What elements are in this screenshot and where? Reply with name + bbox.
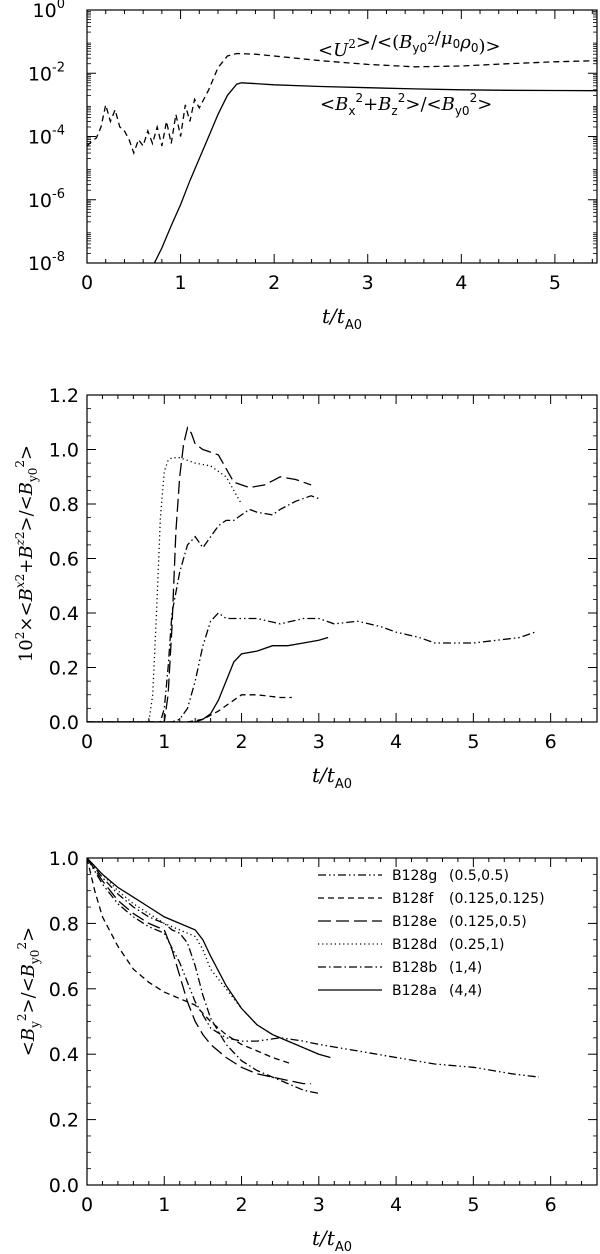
x-tick-label: 4 bbox=[390, 731, 402, 753]
series-line-b128f bbox=[87, 694, 292, 722]
series-line-b128e bbox=[87, 426, 312, 722]
series-line-b128e bbox=[87, 858, 312, 1085]
x-tick-label: 5 bbox=[549, 272, 561, 294]
series-line-b128b bbox=[87, 495, 320, 722]
legend-label-b128g: B128g bbox=[392, 868, 437, 884]
y-tick-label: 0.4 bbox=[49, 1044, 79, 1066]
x-tick-label: 4 bbox=[455, 272, 467, 294]
legend-label-b128a: B128a bbox=[392, 983, 437, 999]
series-line-velocity bbox=[87, 52, 597, 155]
x-axis-label: t/tA0 bbox=[322, 304, 362, 333]
y-tick-label: 100 bbox=[33, 0, 65, 22]
y-tick-label: 0.6 bbox=[49, 979, 79, 1001]
series-line-field bbox=[153, 82, 597, 263]
legend-params-b128f: (0.125,0.125) bbox=[449, 891, 545, 907]
chart-2: 0 1 2 3 4 5 6 0.0 0.2 0.4 0.6 0.8 1.0 1.2 t/tA0 102×<Bx… bbox=[13, 385, 598, 792]
x-tick-label: 6 bbox=[545, 731, 557, 753]
x-tick-label: 1 bbox=[175, 272, 187, 294]
legend-label-b128d: B128d bbox=[392, 937, 437, 953]
y-axis-label: <By2>/<By02> bbox=[15, 927, 42, 1056]
chart-1: 0 1 2 3 4 5 100 10-2 10-4 10-6 10-8 <U2>/<(By02/μ0ρ… bbox=[28, 0, 598, 333]
series-line-b128f bbox=[87, 858, 293, 1065]
chart-3: 0 1 2 3 4 5 6 0.0 0.2 0.4 0.6 0.8 1.0 t/tA0 <By2>/<By0… bbox=[15, 848, 598, 1254]
y-tick-label: 0.0 bbox=[49, 1175, 79, 1197]
x-tick-label: 5 bbox=[467, 1194, 479, 1216]
x-tick-label: 0 bbox=[81, 1194, 93, 1216]
y-tick-label: 10-8 bbox=[28, 250, 65, 275]
legend-label-b128f: B128f bbox=[392, 891, 434, 907]
series-line-b128g bbox=[87, 858, 540, 1078]
series-line-b128a bbox=[87, 636, 329, 722]
x-axis-label: t/tA0 bbox=[312, 1226, 352, 1254]
x-tick-label: 0 bbox=[81, 731, 93, 753]
x-tick-label: 2 bbox=[235, 731, 247, 753]
y-tick-label: 0.4 bbox=[49, 603, 79, 625]
x-tick-label: 5 bbox=[467, 731, 479, 753]
legend-params-b128a: (4,4) bbox=[449, 983, 482, 999]
series-line-b128a bbox=[87, 858, 331, 1059]
y-tick-label: 0.0 bbox=[49, 712, 79, 734]
annotation-field: <Bx2+Bz2>/<By02> bbox=[320, 91, 492, 118]
series-line-b128d bbox=[87, 457, 243, 722]
y-tick-label: 0.8 bbox=[49, 494, 79, 516]
x-axis-label: t/tA0 bbox=[312, 763, 352, 792]
legend-label-b128e: B128e bbox=[392, 914, 437, 930]
y-tick-label: 1.2 bbox=[49, 385, 79, 407]
y-tick-label: 10-2 bbox=[28, 60, 65, 85]
legend-params-b128d: (0.25,1) bbox=[449, 937, 504, 953]
x-tick-label: 2 bbox=[268, 272, 280, 294]
y-tick-label: 10-4 bbox=[28, 124, 65, 149]
x-tick-label: 0 bbox=[81, 272, 93, 294]
legend-label-b128b: B128b bbox=[392, 960, 437, 976]
x-tick-label: 3 bbox=[313, 731, 325, 753]
chart-2-frame bbox=[86, 394, 598, 723]
x-tick-label: 4 bbox=[390, 1194, 402, 1216]
series-line-b128g bbox=[87, 612, 536, 722]
y-tick-label: 10-6 bbox=[28, 187, 65, 212]
x-tick-label: 3 bbox=[362, 272, 374, 294]
y-tick-label: 0.2 bbox=[49, 1110, 79, 1132]
y-tick-label: 1.0 bbox=[49, 848, 79, 870]
x-tick-label: 2 bbox=[235, 1194, 247, 1216]
x-tick-label: 3 bbox=[313, 1194, 325, 1216]
legend-params-b128b: (1,4) bbox=[449, 960, 482, 976]
chart-3-frame bbox=[86, 857, 598, 1186]
legend: B128g (0.5,0.5) B128f (0.125,0.125) B128e (0.… bbox=[318, 868, 545, 999]
y-tick-label: 1.0 bbox=[49, 440, 79, 462]
y-tick-label: 0.2 bbox=[49, 658, 79, 680]
y-axis-label: 102×<Bx2+Bz2>/<By02> bbox=[13, 445, 40, 662]
x-tick-label: 6 bbox=[545, 1194, 557, 1216]
series-line-b128d bbox=[87, 858, 320, 1055]
legend-params-b128e: (0.125,0.5) bbox=[449, 914, 527, 930]
annotation-velocity: <U2>/<(By02/μ0ρ0)> bbox=[318, 28, 501, 61]
x-tick-label: 1 bbox=[158, 1194, 170, 1216]
legend-params-b128g: (0.5,0.5) bbox=[449, 868, 509, 884]
y-tick-label: 0.6 bbox=[49, 549, 79, 571]
series-line-b128b bbox=[87, 858, 319, 1095]
x-tick-label: 1 bbox=[158, 731, 170, 753]
y-tick-label: 0.8 bbox=[49, 913, 79, 935]
